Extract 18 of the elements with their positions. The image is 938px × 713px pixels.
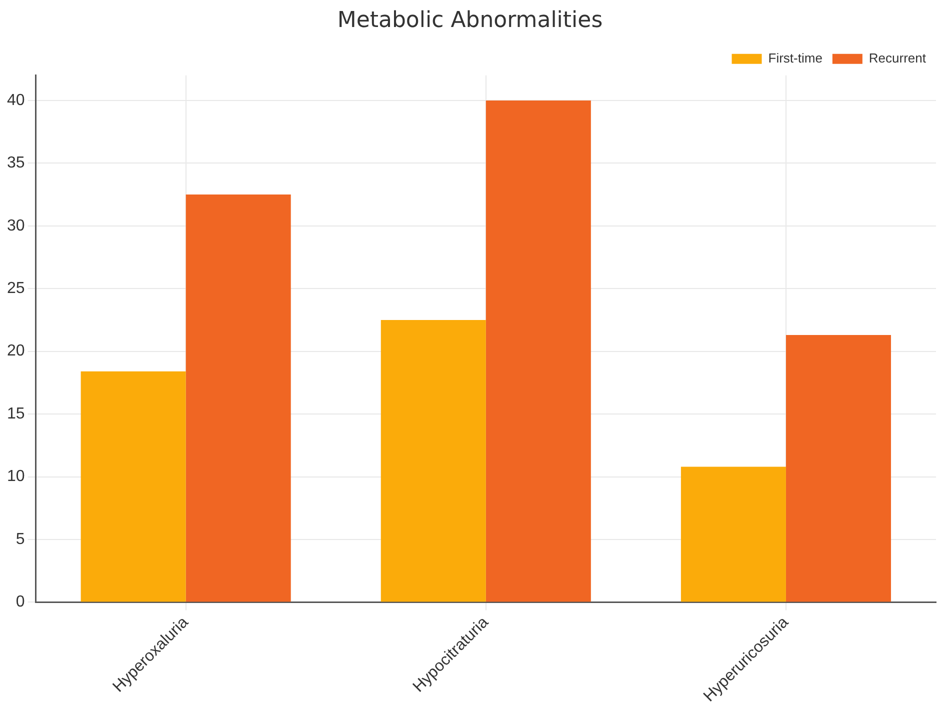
y-tick-label: 5 (16, 530, 25, 548)
chart-title: Metabolic Abnormalities (337, 8, 603, 33)
y-tick-label: 0 (16, 594, 25, 611)
bar (380, 320, 486, 602)
y-tick-label: 25 (7, 280, 25, 298)
y-tick-label: 40 (7, 92, 25, 109)
bar (80, 371, 186, 602)
y-tick-label: 15 (7, 405, 25, 422)
bar (680, 466, 786, 602)
bar (486, 100, 591, 602)
bar (786, 335, 891, 602)
y-tick-label: 20 (7, 342, 25, 360)
y-tick-label: 10 (7, 468, 25, 486)
y-tick-label: 30 (7, 217, 25, 234)
bar (186, 194, 291, 602)
legend-label: First-time (768, 50, 822, 66)
y-tick-label: 35 (7, 154, 25, 172)
legend-label: Recurrent (868, 50, 926, 66)
